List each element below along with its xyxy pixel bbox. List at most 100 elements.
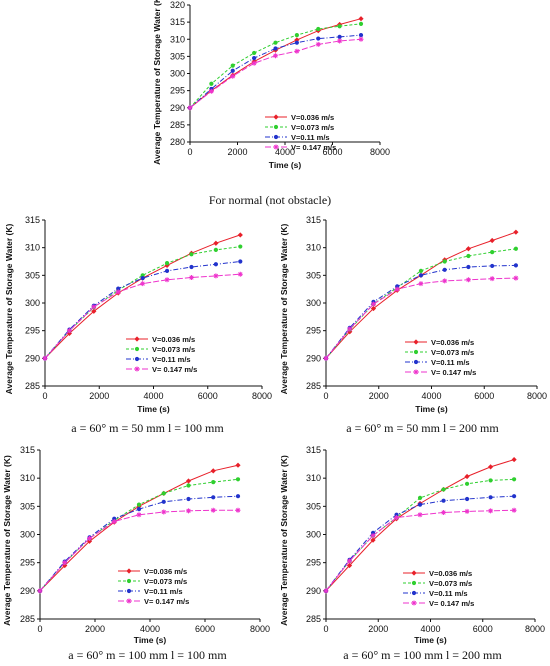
series-3-point: [490, 263, 495, 269]
series-1-point: [210, 468, 216, 474]
y-tick-label: 300: [25, 298, 40, 308]
x-tick-label: 8000: [252, 391, 272, 401]
series-4-point: [186, 508, 191, 514]
series-1-point: [513, 229, 519, 235]
series-3-point: [186, 496, 191, 502]
legend-marker: [413, 349, 419, 355]
series-4-point: [37, 588, 43, 594]
series-2-point: [235, 477, 241, 482]
series-2-point: [294, 33, 299, 38]
series-3-point: [513, 263, 518, 268]
x-tick-label: 8000: [370, 147, 390, 157]
legend-marker: [411, 570, 417, 576]
series-3-point: [358, 33, 364, 38]
series-3-point: [230, 68, 235, 73]
legend-entry: V=0.073 m/s: [429, 579, 472, 588]
y-tick-label: 295: [25, 326, 40, 336]
x-tick-label: 2000: [89, 391, 109, 401]
y-tick-label: 315: [170, 17, 185, 27]
y-tick-label: 290: [20, 586, 35, 596]
legend-marker: [126, 598, 132, 604]
series-3-point: [418, 273, 424, 278]
y-tick-label: 305: [25, 270, 40, 280]
x-tick-label: 6000: [198, 391, 218, 401]
y-tick-label: 295: [306, 558, 321, 568]
series-2-point: [513, 246, 518, 251]
legend-entry: V= 0.147 m/s: [144, 597, 189, 606]
series-2-point: [337, 24, 342, 29]
series-4: [323, 507, 517, 594]
legend-marker: [273, 124, 279, 130]
x-tick-label: 8000: [525, 624, 545, 634]
x-tick-label: 6000: [322, 147, 342, 157]
series-2-point: [442, 259, 447, 264]
series-1-point: [489, 237, 495, 244]
x-tick-label: 4000: [143, 391, 163, 401]
series-4-point: [235, 507, 241, 513]
legend-marker: [273, 134, 279, 140]
series-3-point: [417, 502, 423, 507]
series-4-point: [417, 512, 423, 518]
series-2: [323, 477, 517, 593]
y-tick-label: 295: [170, 86, 185, 96]
legend-entry: V= 0.147 m/s: [291, 143, 336, 152]
series-4-point: [210, 507, 216, 513]
series-2-point: [252, 50, 257, 56]
series-4-point: [161, 509, 167, 515]
series-4-point: [488, 508, 494, 514]
legend-entry: V=0.073 m/s: [144, 577, 187, 586]
series-2-line: [325, 248, 516, 359]
legend-entry: V=0.11 m/s: [152, 355, 191, 364]
series-4-point: [347, 558, 353, 564]
series-4-point: [442, 278, 448, 284]
series-3-point: [140, 276, 145, 281]
y-tick-label: 280: [170, 137, 185, 147]
y-tick-label: 310: [306, 473, 321, 483]
y-tick-label: 300: [20, 530, 35, 540]
series-1-point: [511, 456, 517, 463]
series-3: [37, 494, 241, 593]
legend-marker: [413, 359, 419, 365]
x-tick-label: 4000: [421, 391, 441, 401]
series-2-line: [189, 23, 362, 109]
series-4-point: [465, 277, 471, 283]
legend-marker: [134, 346, 140, 352]
series-3-line: [189, 34, 362, 109]
chart-normal: 280 285 290 295 300 305 310 315 320 0 2000 4000 6000…: [152, 0, 390, 170]
y-tick-label: 305: [20, 501, 35, 511]
x-tick-label: 0: [323, 624, 328, 634]
x-tick-label: 0: [42, 391, 47, 401]
y-axis-title: Average Temperature of Storage Water (K): [279, 455, 289, 626]
series-3-point: [512, 494, 517, 499]
x-tick-label: 2000: [85, 624, 105, 634]
series-1-line: [44, 234, 241, 359]
y-tick-label: 315: [306, 215, 321, 225]
series-4-point: [213, 273, 219, 279]
x-tick-label: 0: [187, 147, 192, 157]
series-2-line: [44, 246, 241, 359]
caption-normal: For normal (not obstacle): [208, 193, 332, 207]
series-4-point: [115, 289, 121, 295]
series-4-point: [418, 281, 424, 287]
series-4-point: [187, 105, 193, 111]
legend-entry: V=0.036 m/s: [291, 113, 334, 122]
legend-marker: [413, 369, 419, 375]
series-1-point: [185, 478, 192, 484]
y-tick-label: 305: [306, 501, 321, 511]
y-tick-label: 300: [306, 530, 321, 540]
y-tick-label: 315: [306, 445, 321, 455]
x-tick-label: 0: [37, 624, 42, 634]
series-2-point: [490, 249, 495, 255]
series-4-line: [44, 273, 241, 359]
series-4-point: [394, 515, 400, 521]
legend-marker: [134, 366, 140, 372]
series-4-point: [91, 304, 97, 310]
series-4-point: [370, 301, 376, 307]
series-3-point: [442, 267, 447, 272]
series-3-point: [466, 264, 471, 270]
legend-marker: [126, 588, 132, 594]
series-1-point: [346, 562, 353, 569]
y-tick-label: 305: [306, 270, 321, 280]
legend-marker: [411, 590, 417, 596]
series-4-point: [164, 277, 170, 283]
